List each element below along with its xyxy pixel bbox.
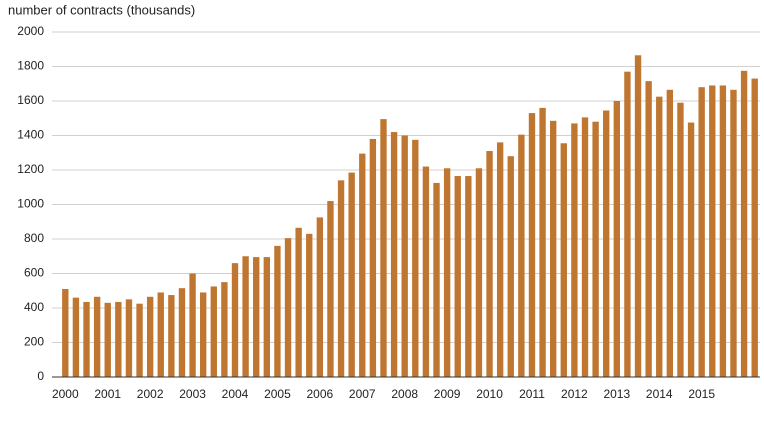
x-tick-label: 2014 — [646, 387, 673, 401]
bar — [253, 257, 260, 377]
bar — [634, 55, 642, 377]
bar — [412, 139, 419, 377]
bar — [560, 143, 567, 377]
bar — [486, 151, 493, 377]
y-tick-label: 600 — [24, 266, 44, 280]
bar — [231, 263, 239, 377]
y-tick-label: 400 — [24, 300, 44, 314]
bar — [72, 297, 80, 377]
bar — [518, 134, 525, 377]
bar — [380, 119, 387, 378]
chart-title: number of contracts (thousands) — [8, 2, 195, 17]
bar — [62, 289, 69, 377]
x-tick-label: 2003 — [179, 387, 206, 401]
bar — [157, 292, 164, 377]
bar — [443, 168, 451, 377]
bar — [433, 182, 440, 377]
bar — [189, 273, 196, 377]
x-tick-label: 2009 — [434, 387, 461, 401]
bar — [528, 113, 536, 377]
bar — [656, 96, 663, 377]
y-tick-label: 1800 — [17, 59, 44, 73]
bar — [751, 78, 758, 377]
bar — [83, 301, 90, 377]
y-tick-label: 1600 — [17, 93, 44, 107]
bar — [454, 176, 461, 377]
bar — [645, 81, 652, 377]
bar — [571, 123, 578, 377]
bar — [624, 71, 631, 378]
bar — [359, 153, 366, 377]
bar — [168, 295, 175, 377]
y-tick-label: 200 — [24, 335, 44, 349]
bar — [390, 132, 398, 377]
bar — [698, 87, 705, 377]
bar — [507, 156, 514, 377]
bar — [465, 176, 472, 377]
bar — [740, 70, 748, 377]
bar — [496, 142, 504, 377]
bar — [221, 282, 228, 377]
bar — [136, 303, 143, 377]
x-tick-label: 2007 — [349, 387, 376, 401]
bar — [730, 89, 737, 377]
x-tick-label: 2015 — [688, 387, 715, 401]
x-tick-label: 2005 — [264, 387, 291, 401]
bar — [263, 257, 270, 377]
x-tick-label: 2011 — [519, 387, 545, 401]
bar — [687, 122, 695, 377]
bar — [666, 89, 674, 377]
bar — [306, 233, 313, 377]
bar — [581, 117, 589, 377]
bar — [93, 296, 101, 377]
bar — [200, 292, 207, 377]
bar — [295, 227, 302, 377]
bar — [719, 85, 727, 377]
bar — [677, 102, 684, 377]
x-tick-label: 2010 — [476, 387, 503, 401]
bar — [369, 138, 377, 377]
bar — [613, 101, 620, 377]
bar — [539, 107, 546, 378]
bar — [592, 121, 599, 377]
y-tick-label: 2000 — [17, 24, 44, 38]
y-tick-label: 800 — [24, 231, 44, 245]
bar — [316, 217, 324, 377]
bar — [550, 120, 557, 378]
bar — [327, 201, 334, 377]
bar — [337, 180, 345, 377]
x-tick-label: 2000 — [52, 387, 79, 401]
x-tick-label: 2012 — [561, 387, 588, 401]
bar — [348, 172, 355, 377]
bar — [284, 238, 292, 377]
bar — [125, 299, 133, 377]
bar — [178, 288, 186, 377]
x-tick-label: 2006 — [306, 387, 333, 401]
bar — [422, 166, 430, 377]
bar — [401, 135, 408, 377]
bar — [210, 286, 217, 377]
x-tick-label: 2001 — [94, 387, 121, 401]
x-tick-label: 2004 — [222, 387, 249, 401]
x-tick-label: 2002 — [137, 387, 164, 401]
bar — [242, 256, 249, 377]
bar — [115, 301, 122, 377]
bar — [146, 296, 154, 377]
y-tick-label: 1200 — [17, 162, 44, 176]
bar — [475, 168, 483, 377]
bar — [709, 85, 716, 377]
bar — [274, 245, 281, 377]
y-tick-label: 1400 — [17, 128, 44, 142]
x-tick-label: 2013 — [603, 387, 630, 401]
bar — [104, 302, 111, 377]
y-tick-label: 0 — [37, 369, 44, 383]
x-tick-label: 2008 — [391, 387, 418, 401]
y-tick-label: 1000 — [17, 197, 44, 211]
bar — [603, 110, 610, 378]
